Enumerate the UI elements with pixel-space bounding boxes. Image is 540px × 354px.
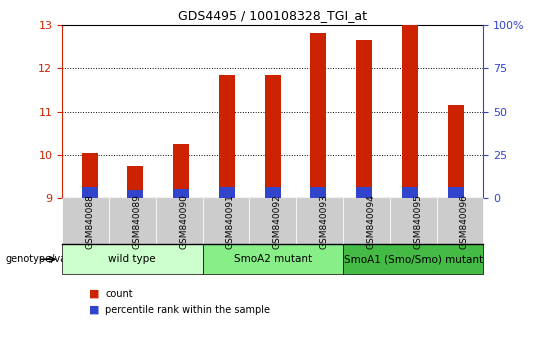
Bar	[219, 187, 235, 198]
Text: GSM840094: GSM840094	[366, 194, 375, 249]
Text: GSM840095: GSM840095	[413, 194, 422, 249]
Bar	[265, 187, 281, 198]
Text: GSM840089: GSM840089	[132, 194, 141, 249]
Text: SmoA1 (Smo/Smo) mutant: SmoA1 (Smo/Smo) mutant	[343, 254, 483, 264]
Bar	[356, 187, 372, 198]
Bar	[448, 105, 464, 198]
Bar	[127, 190, 143, 198]
Text: SmoA2 mutant: SmoA2 mutant	[234, 254, 312, 264]
Text: GSM840090: GSM840090	[179, 194, 188, 249]
Bar	[402, 25, 418, 198]
Bar	[356, 40, 372, 198]
Bar	[448, 187, 464, 198]
Text: GSM840096: GSM840096	[460, 194, 469, 249]
Text: GSM840092: GSM840092	[273, 194, 282, 249]
Text: GSM840088: GSM840088	[85, 194, 94, 249]
Text: percentile rank within the sample: percentile rank within the sample	[105, 305, 271, 315]
Text: GSM840093: GSM840093	[320, 194, 328, 249]
Text: genotype/variation: genotype/variation	[5, 254, 98, 264]
Bar	[219, 75, 235, 198]
Bar	[127, 166, 143, 198]
Bar	[173, 189, 189, 198]
Bar	[402, 187, 418, 198]
Text: ■: ■	[89, 289, 99, 299]
Bar	[82, 153, 98, 198]
Title: GDS4495 / 100108328_TGI_at: GDS4495 / 100108328_TGI_at	[178, 9, 367, 22]
Text: GSM840091: GSM840091	[226, 194, 235, 249]
Bar	[173, 144, 189, 198]
Bar	[265, 75, 281, 198]
Text: ■: ■	[89, 305, 99, 315]
Text: count: count	[105, 289, 133, 299]
Text: wild type: wild type	[109, 254, 156, 264]
Bar	[310, 187, 327, 198]
Bar	[310, 33, 327, 198]
Bar	[82, 187, 98, 198]
